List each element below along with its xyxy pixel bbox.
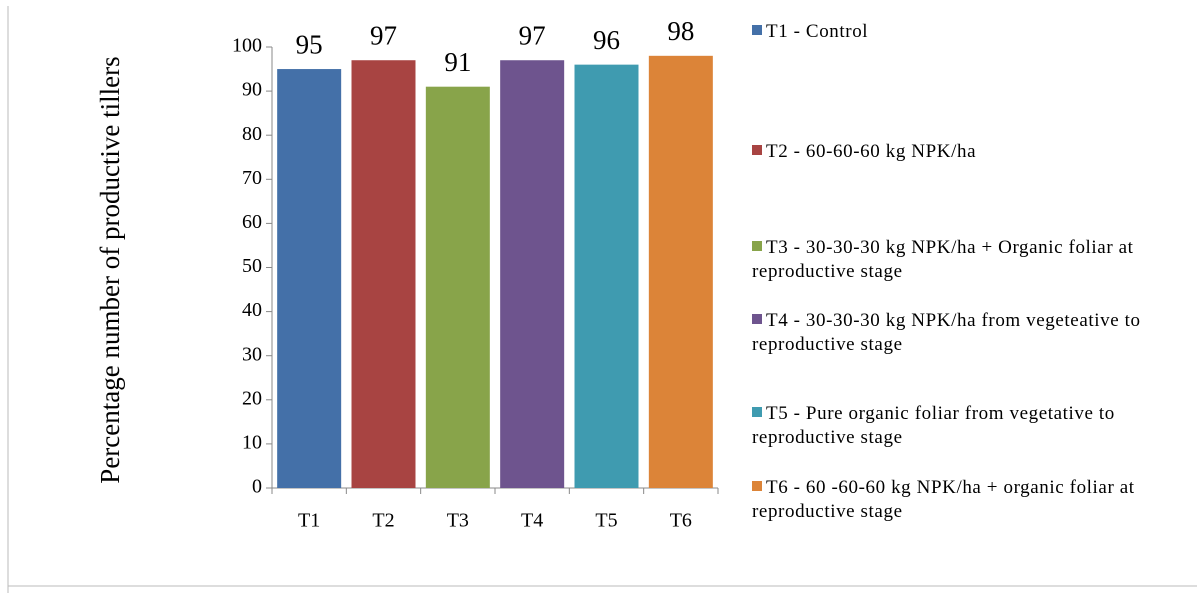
- y-tick-label: 30: [242, 343, 262, 365]
- bar: [574, 64, 639, 488]
- legend-entry: T4 - 30-30-30 kg NPK/ha from vegeteative…: [752, 309, 1172, 357]
- bar: [500, 60, 565, 488]
- legend-entry: T2 - 60-60-60 kg NPK/ha: [752, 140, 1172, 164]
- y-tick-label: 10: [242, 431, 262, 453]
- legend-swatch: [752, 481, 762, 491]
- y-tick-label: 70: [242, 167, 262, 189]
- legend-label: T2 - 60-60-60 kg NPK/ha: [766, 141, 977, 162]
- y-tick-label: 100: [232, 35, 262, 57]
- data-label: 98: [667, 16, 694, 46]
- legend-swatch: [752, 241, 762, 251]
- bar: [351, 60, 416, 488]
- legend-label: T1 - Control: [766, 21, 869, 42]
- legend-label: T3 - 30-30-30 kg NPK/ha + Organic foliar…: [752, 237, 1134, 282]
- y-tick-label: 80: [242, 123, 262, 145]
- y-tick-label: 20: [242, 387, 262, 409]
- x-tick-label: T4: [521, 510, 543, 532]
- legend-swatch: [752, 407, 762, 417]
- data-label: 97: [370, 20, 397, 50]
- legend-swatch: [752, 314, 762, 324]
- y-tick-label: 40: [242, 299, 262, 321]
- data-label: 96: [593, 25, 620, 55]
- x-tick-label: T1: [298, 510, 320, 532]
- data-label: 97: [519, 20, 546, 50]
- legend-entry: T6 - 60 -60-60 kg NPK/ha + organic folia…: [752, 476, 1172, 524]
- x-tick-label: T2: [372, 510, 394, 532]
- y-tick-label: 50: [242, 255, 262, 277]
- y-axis-title: Percentage number of productive tillers: [95, 56, 125, 484]
- bar: [277, 69, 342, 489]
- legend-label: T5 - Pure organic foliar from vegetative…: [752, 403, 1115, 448]
- legend-label: T4 - 30-30-30 kg NPK/ha from vegeteative…: [752, 310, 1141, 355]
- legend-swatch: [752, 25, 762, 35]
- x-tick-label: T6: [670, 510, 692, 532]
- y-tick-label: 0: [252, 476, 262, 498]
- y-tick-label: 90: [242, 79, 262, 101]
- legend-label: T6 - 60 -60-60 kg NPK/ha + organic folia…: [752, 477, 1135, 522]
- x-tick-label: T3: [447, 510, 469, 532]
- x-tick-label: T5: [595, 510, 617, 532]
- legend-entry: T5 - Pure organic foliar from vegetative…: [752, 402, 1172, 450]
- bar: [648, 55, 713, 488]
- legend-entry: T3 - 30-30-30 kg NPK/ha + Organic foliar…: [752, 236, 1172, 284]
- data-label: 95: [296, 29, 323, 59]
- y-tick-label: 60: [242, 211, 262, 233]
- data-label: 91: [444, 47, 471, 77]
- legend-entry: T1 - Control: [752, 20, 1172, 44]
- bar: [425, 86, 490, 488]
- legend-swatch: [752, 145, 762, 155]
